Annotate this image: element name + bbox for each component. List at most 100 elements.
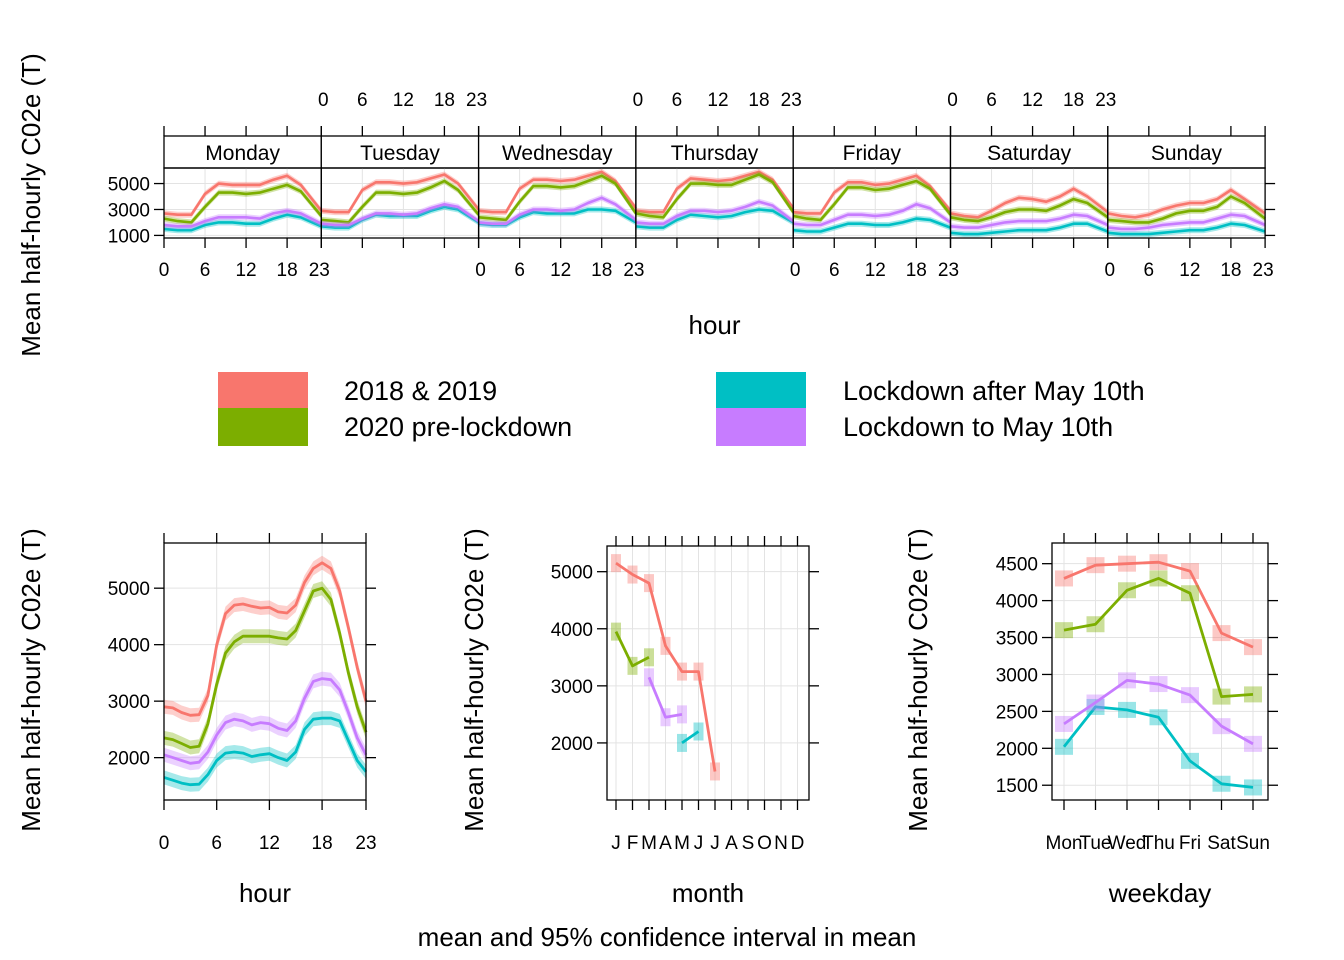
x-tick-label: 0 bbox=[790, 260, 801, 281]
strip bbox=[163, 135, 322, 169]
series-line bbox=[793, 217, 951, 233]
x-tick-label: 6 bbox=[829, 260, 840, 281]
series-line bbox=[163, 183, 323, 224]
series-line bbox=[163, 586, 368, 749]
x-tick-label: Sun bbox=[1236, 833, 1270, 854]
series-line bbox=[163, 209, 322, 228]
x-tick-label: 6 bbox=[514, 260, 525, 281]
legend-swatch bbox=[716, 372, 806, 410]
series-line bbox=[163, 561, 368, 717]
footer-caption: mean and 95% confidence interval in mean bbox=[418, 922, 917, 952]
x-tick-label: 23 bbox=[623, 260, 644, 281]
y-tick-label: 3000 bbox=[996, 665, 1038, 686]
series-line bbox=[478, 170, 637, 214]
y-tick-label: 1500 bbox=[996, 776, 1038, 797]
x-tick-label: J bbox=[694, 833, 704, 854]
hour-panel: 2000 3000 4000 5000 0 6 12 18 23 hour Mean half-ho… bbox=[16, 528, 377, 908]
series-line bbox=[478, 196, 637, 225]
x-tick-label: 12 bbox=[707, 90, 728, 111]
x-tick-label: Fri bbox=[1179, 833, 1201, 854]
confidence-band bbox=[164, 172, 322, 218]
confidence-band bbox=[1244, 686, 1262, 703]
confidence-band bbox=[321, 171, 479, 216]
series-line bbox=[614, 630, 650, 668]
series-line bbox=[950, 187, 1109, 219]
series-line bbox=[1063, 577, 1254, 698]
y-tick-label: 3000 bbox=[551, 677, 593, 698]
x-tick-label: 6 bbox=[672, 90, 683, 111]
legend-label: 2020 pre-lockdown bbox=[344, 412, 572, 442]
series-line bbox=[615, 561, 717, 772]
strip-label: Saturday bbox=[987, 142, 1072, 165]
y-tick-label: 5000 bbox=[108, 579, 150, 600]
panel-frame bbox=[163, 542, 367, 801]
series-line bbox=[163, 716, 368, 787]
series-line bbox=[478, 174, 637, 222]
y-tick-label: 1000 bbox=[108, 226, 150, 247]
x-tick-label: 6 bbox=[200, 260, 211, 281]
x-tick-label: 18 bbox=[748, 90, 769, 111]
strip-label: Sunday bbox=[1151, 142, 1223, 165]
y-tick-label: 2000 bbox=[551, 734, 593, 755]
series-line bbox=[950, 222, 1109, 236]
series-line bbox=[793, 174, 952, 215]
weekday-panel: 1500 2000 2500 3000 3500 4000 4500 MonTueWedThu… bbox=[903, 528, 1278, 908]
x-tick-label: J bbox=[611, 833, 621, 854]
x-tick-label: 23 bbox=[938, 260, 959, 281]
x-tick-label: 0 bbox=[318, 90, 329, 111]
strip bbox=[792, 135, 952, 169]
x-tick-label: 18 bbox=[434, 90, 455, 111]
x-tick-label: 23 bbox=[309, 260, 330, 281]
strip bbox=[1107, 135, 1266, 169]
x-tick-label: 0 bbox=[1105, 260, 1116, 281]
strip-label: Friday bbox=[843, 142, 902, 165]
y-axis-title: Mean half-hourly C02e (T) bbox=[459, 528, 489, 831]
x-tick-label: A bbox=[659, 833, 672, 854]
confidence-band bbox=[164, 711, 366, 792]
x-tick-label: 23 bbox=[1095, 90, 1116, 111]
series-line bbox=[793, 203, 952, 227]
x-tick-label: 18 bbox=[906, 260, 927, 281]
confidence-band bbox=[1244, 779, 1262, 796]
legend-swatch bbox=[218, 372, 308, 410]
confidence-band bbox=[644, 668, 654, 687]
x-axis-title: hour bbox=[239, 878, 291, 908]
legend-swatch bbox=[716, 408, 806, 446]
series-line bbox=[1062, 705, 1254, 789]
strip-label: Tuesday bbox=[360, 142, 440, 165]
y-tick-label: 2000 bbox=[108, 749, 150, 770]
series-line bbox=[635, 208, 794, 229]
y-tick-label: 4000 bbox=[551, 620, 593, 641]
series-line bbox=[321, 203, 480, 227]
x-tick-label: 23 bbox=[466, 90, 487, 111]
confidence-band bbox=[1055, 738, 1073, 755]
x-tick-label: Mon bbox=[1046, 833, 1083, 854]
y-tick-label: 4500 bbox=[996, 555, 1038, 576]
x-tick-label: Tue bbox=[1079, 833, 1111, 854]
y-axis-title: Mean half-hourly C02e (T) bbox=[903, 528, 933, 831]
series-line bbox=[1107, 222, 1266, 236]
confidence-band bbox=[635, 206, 794, 231]
x-tick-label: 23 bbox=[355, 833, 376, 854]
panel-frame bbox=[1107, 167, 1266, 239]
strip-label: Wednesday bbox=[502, 142, 613, 165]
panel-frame bbox=[606, 545, 810, 801]
y-axis-title: Mean half-hourly C02e (T) bbox=[16, 528, 46, 831]
x-tick-label: 12 bbox=[259, 833, 280, 854]
legend-label: 2018 & 2019 bbox=[344, 376, 497, 406]
y-tick-label: 3000 bbox=[108, 200, 150, 221]
series-line bbox=[321, 205, 480, 229]
x-tick-label: Thu bbox=[1142, 833, 1175, 854]
x-tick-label: J bbox=[710, 833, 720, 854]
x-tick-label: 0 bbox=[947, 90, 958, 111]
x-tick-label: 12 bbox=[393, 90, 414, 111]
confidence-band bbox=[1055, 622, 1073, 639]
x-tick-label: 12 bbox=[550, 260, 571, 281]
x-tick-label: 0 bbox=[475, 260, 486, 281]
series-line bbox=[950, 197, 1109, 223]
series-line bbox=[681, 730, 700, 745]
series-line bbox=[163, 174, 323, 216]
x-axis-title: hour bbox=[689, 310, 741, 340]
